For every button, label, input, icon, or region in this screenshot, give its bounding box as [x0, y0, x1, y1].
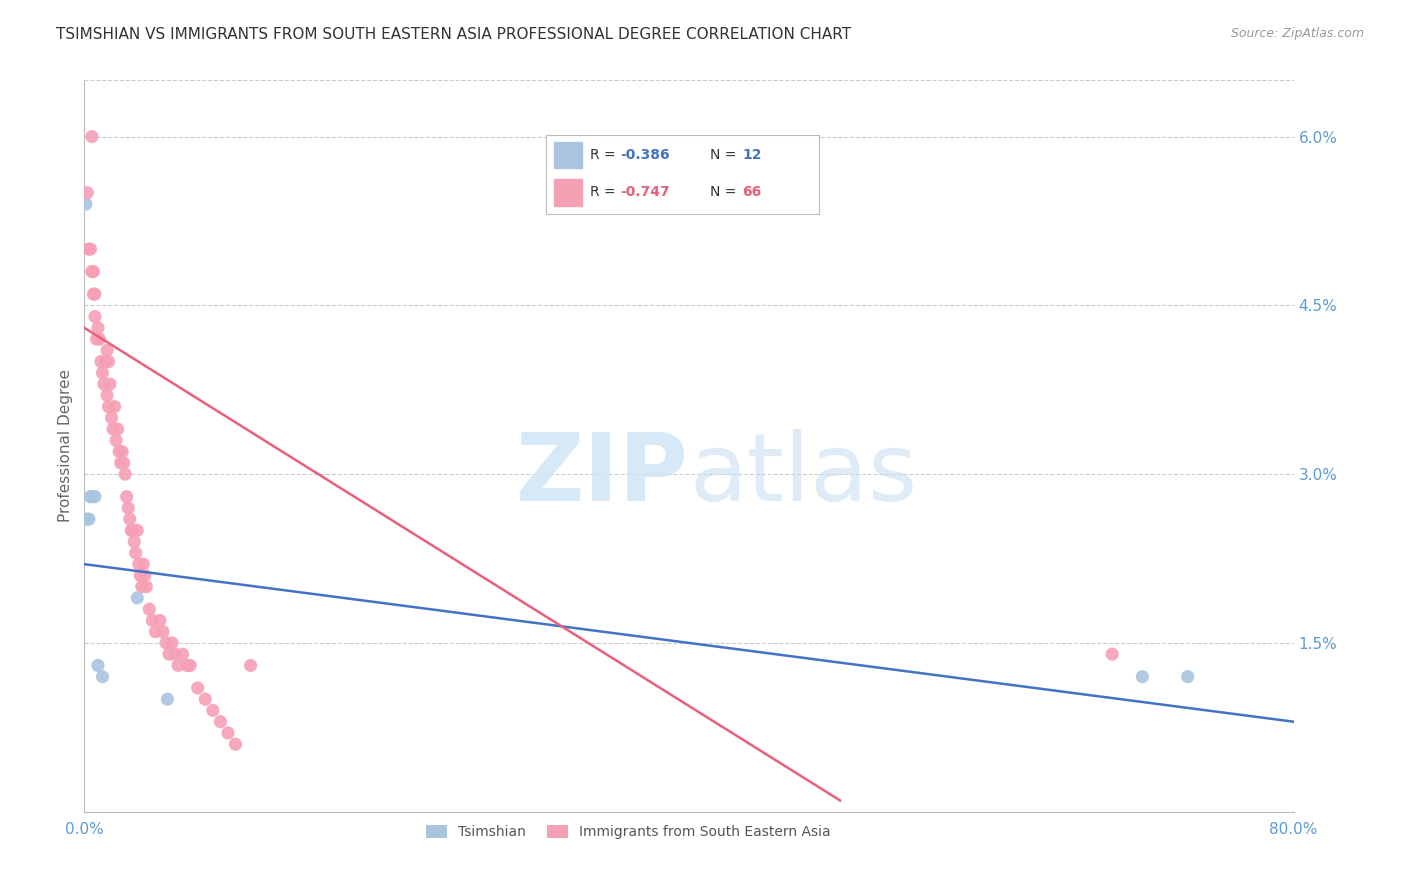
- Point: [110, 456, 132, 470]
- Point: [157, 647, 180, 661]
- Point: [225, 737, 247, 751]
- Point: [80, 264, 103, 278]
- Point: [80, 490, 103, 504]
- Point: [125, 546, 148, 560]
- Point: [118, 512, 141, 526]
- Point: [96, 343, 118, 358]
- Point: [155, 636, 177, 650]
- Point: [172, 647, 194, 661]
- Point: [128, 557, 150, 571]
- Legend: Tsimshian, Immigrants from South Eastern Asia: Tsimshian, Immigrants from South Eastern…: [420, 820, 837, 845]
- Point: [96, 388, 118, 402]
- Point: [76, 186, 98, 200]
- Point: [152, 624, 174, 639]
- Point: [145, 624, 167, 639]
- Point: [134, 568, 156, 582]
- Point: [91, 670, 114, 684]
- Text: R =: R =: [591, 148, 620, 162]
- Point: [239, 658, 262, 673]
- Point: [121, 524, 143, 538]
- Text: Source: ZipAtlas.com: Source: ZipAtlas.com: [1230, 27, 1364, 40]
- Point: [97, 354, 120, 368]
- Point: [1101, 647, 1123, 661]
- Point: [120, 524, 142, 538]
- Point: [115, 490, 138, 504]
- Point: [141, 614, 163, 628]
- Point: [117, 500, 139, 515]
- Point: [84, 287, 107, 301]
- Point: [132, 557, 155, 571]
- Point: [87, 658, 110, 673]
- Point: [93, 377, 115, 392]
- Point: [129, 568, 152, 582]
- Point: [79, 490, 101, 504]
- Point: [107, 422, 129, 436]
- Point: [112, 456, 135, 470]
- Point: [165, 647, 187, 661]
- Point: [104, 400, 127, 414]
- Point: [84, 310, 107, 324]
- Point: [176, 658, 198, 673]
- Text: 12: 12: [742, 148, 762, 162]
- Bar: [554, 142, 582, 169]
- Point: [167, 658, 190, 673]
- Text: R =: R =: [591, 186, 620, 199]
- Point: [201, 703, 224, 717]
- Point: [75, 197, 97, 211]
- Point: [77, 512, 100, 526]
- Point: [79, 242, 101, 256]
- Text: atlas: atlas: [689, 429, 917, 521]
- Text: -0.386: -0.386: [620, 148, 669, 162]
- Point: [108, 444, 131, 458]
- Point: [217, 726, 239, 740]
- Point: [1177, 670, 1199, 684]
- Text: -0.747: -0.747: [620, 186, 669, 199]
- Point: [86, 332, 108, 346]
- Point: [98, 377, 121, 392]
- Point: [94, 354, 117, 368]
- Point: [90, 354, 112, 368]
- Point: [87, 321, 110, 335]
- Point: [156, 692, 179, 706]
- Text: ZIP: ZIP: [516, 429, 689, 521]
- Point: [135, 580, 157, 594]
- Point: [127, 524, 149, 538]
- Text: 66: 66: [742, 186, 762, 199]
- Point: [149, 614, 172, 628]
- Point: [160, 636, 183, 650]
- Point: [187, 681, 209, 695]
- Point: [1130, 670, 1153, 684]
- Text: N =: N =: [710, 186, 741, 199]
- Point: [82, 264, 104, 278]
- Point: [97, 400, 120, 414]
- Y-axis label: Professional Degree: Professional Degree: [58, 369, 73, 523]
- Point: [122, 534, 145, 549]
- Text: TSIMSHIAN VS IMMIGRANTS FROM SOUTH EASTERN ASIA PROFESSIONAL DEGREE CORRELATION : TSIMSHIAN VS IMMIGRANTS FROM SOUTH EASTE…: [56, 27, 852, 42]
- Point: [89, 332, 111, 346]
- Point: [91, 366, 114, 380]
- Point: [114, 467, 136, 482]
- Point: [100, 410, 122, 425]
- Point: [131, 580, 153, 594]
- Bar: [554, 178, 582, 205]
- Point: [127, 591, 149, 605]
- Point: [101, 422, 124, 436]
- Point: [84, 490, 107, 504]
- Text: N =: N =: [710, 148, 741, 162]
- Point: [179, 658, 201, 673]
- Point: [82, 287, 104, 301]
- Point: [209, 714, 232, 729]
- Point: [105, 434, 128, 448]
- Point: [111, 444, 134, 458]
- Point: [77, 242, 100, 256]
- Point: [76, 512, 98, 526]
- Point: [138, 602, 160, 616]
- Point: [80, 129, 103, 144]
- Point: [194, 692, 217, 706]
